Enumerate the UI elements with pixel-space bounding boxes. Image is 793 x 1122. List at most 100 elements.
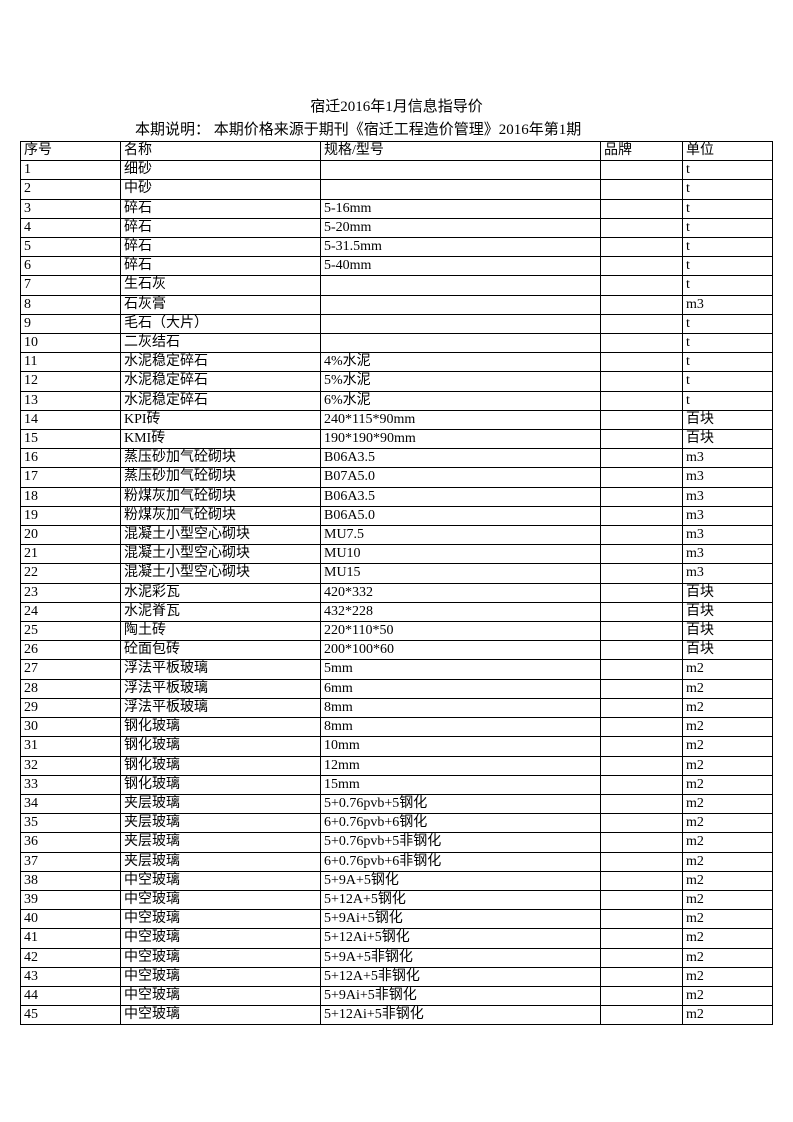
table-cell: t (683, 238, 773, 257)
table-cell: m2 (683, 660, 773, 679)
table-row: 39中空玻璃5+12A+5钢化m2 (21, 890, 773, 909)
table-row: 42中空玻璃5+9A+5非钢化m2 (21, 948, 773, 967)
table-cell: 15mm (321, 775, 601, 794)
table-cell: B06A3.5 (321, 487, 601, 506)
table-cell: m2 (683, 756, 773, 775)
table-row: 16蒸压砂加气砼砌块B06A3.5m3 (21, 449, 773, 468)
table-cell: 45 (21, 1006, 121, 1025)
table-cell: t (683, 257, 773, 276)
table-cell (601, 526, 683, 545)
table-cell (601, 698, 683, 717)
col-header: 序号 (21, 142, 121, 161)
table-cell: 5%水泥 (321, 372, 601, 391)
table-cell: 中空玻璃 (121, 986, 321, 1005)
table-row: 35夹层玻璃6+0.76pvb+6钢化m2 (21, 814, 773, 833)
table-cell (601, 218, 683, 237)
table-cell: 8mm (321, 718, 601, 737)
table-cell (601, 852, 683, 871)
table-cell (601, 372, 683, 391)
table-cell: m3 (683, 468, 773, 487)
table-cell (601, 583, 683, 602)
table-cell: m2 (683, 833, 773, 852)
table-cell: 10mm (321, 737, 601, 756)
table-cell (601, 794, 683, 813)
table-cell: 34 (21, 794, 121, 813)
table-cell: 6mm (321, 679, 601, 698)
table-cell: 碎石 (121, 238, 321, 257)
table-cell: 25 (21, 622, 121, 641)
table-cell: m2 (683, 871, 773, 890)
table-cell: m2 (683, 814, 773, 833)
table-cell (601, 929, 683, 948)
table-row: 28浮法平板玻璃6mmm2 (21, 679, 773, 698)
table-cell (601, 602, 683, 621)
table-cell (601, 986, 683, 1005)
table-cell: 水泥稳定碎石 (121, 353, 321, 372)
table-cell: m2 (683, 967, 773, 986)
col-header: 品牌 (601, 142, 683, 161)
table-cell: m2 (683, 929, 773, 948)
table-cell: 18 (21, 487, 121, 506)
page-subtitle: 本期说明： 本期价格来源于期刊《宿迁工程造价管理》2016年第1期 (135, 118, 773, 139)
table-row: 17蒸压砂加气砼砌块B07A5.0m3 (21, 468, 773, 487)
table-cell (601, 391, 683, 410)
table-cell: 40 (21, 910, 121, 929)
table-cell: 420*332 (321, 583, 601, 602)
table-cell (601, 314, 683, 333)
table-cell: 5+9Ai+5钢化 (321, 910, 601, 929)
table-cell (601, 449, 683, 468)
table-cell (601, 890, 683, 909)
table-cell: m2 (683, 718, 773, 737)
table-cell: 27 (21, 660, 121, 679)
table-cell: 5+0.76pvb+5钢化 (321, 794, 601, 813)
table-cell: 钢化玻璃 (121, 756, 321, 775)
table-cell (601, 295, 683, 314)
table-cell: 石灰膏 (121, 295, 321, 314)
table-row: 5碎石5-31.5mmt (21, 238, 773, 257)
table-cell: KMI砖 (121, 430, 321, 449)
table-cell: m2 (683, 948, 773, 967)
table-cell: 百块 (683, 641, 773, 660)
table-cell: 砼面包砖 (121, 641, 321, 660)
table-row: 6碎石5-40mmt (21, 257, 773, 276)
table-cell: t (683, 334, 773, 353)
table-cell: 夹层玻璃 (121, 814, 321, 833)
table-cell: 百块 (683, 410, 773, 429)
header-row: 序号 名称 规格/型号 品牌 单位 (21, 142, 773, 161)
table-cell (601, 430, 683, 449)
col-header: 规格/型号 (321, 142, 601, 161)
table-cell: 百块 (683, 430, 773, 449)
table-cell: 12 (21, 372, 121, 391)
table-row: 40中空玻璃5+9Ai+5钢化m2 (21, 910, 773, 929)
table-row: 41中空玻璃5+12Ai+5钢化m2 (21, 929, 773, 948)
table-row: 7生石灰t (21, 276, 773, 295)
table-cell: 6%水泥 (321, 391, 601, 410)
table-cell: m2 (683, 852, 773, 871)
table-cell: 6 (21, 257, 121, 276)
table-cell (601, 660, 683, 679)
table-cell: 百块 (683, 602, 773, 621)
table-row: 25陶土砖220*110*50百块 (21, 622, 773, 641)
table-cell: 陶土砖 (121, 622, 321, 641)
table-row: 19粉煤灰加气砼砌块B06A5.0m3 (21, 506, 773, 525)
table-row: 23水泥彩瓦420*332百块 (21, 583, 773, 602)
table-cell: 5-40mm (321, 257, 601, 276)
table-cell (601, 161, 683, 180)
col-header: 单位 (683, 142, 773, 161)
table-cell: m3 (683, 545, 773, 564)
table-cell: 30 (21, 718, 121, 737)
table-cell: 13 (21, 391, 121, 410)
table-cell (601, 1006, 683, 1025)
table-cell: 中空玻璃 (121, 1006, 321, 1025)
table-cell: m3 (683, 564, 773, 583)
table-cell: m3 (683, 487, 773, 506)
table-cell (321, 180, 601, 199)
table-cell (601, 967, 683, 986)
table-row: 43中空玻璃5+12A+5非钢化m2 (21, 967, 773, 986)
table-cell (601, 910, 683, 929)
table-cell: 水泥稳定碎石 (121, 391, 321, 410)
table-cell: 5+9Ai+5非钢化 (321, 986, 601, 1005)
table-row: 15KMI砖190*190*90mm百块 (21, 430, 773, 449)
table-cell: m2 (683, 890, 773, 909)
table-cell: 190*190*90mm (321, 430, 601, 449)
